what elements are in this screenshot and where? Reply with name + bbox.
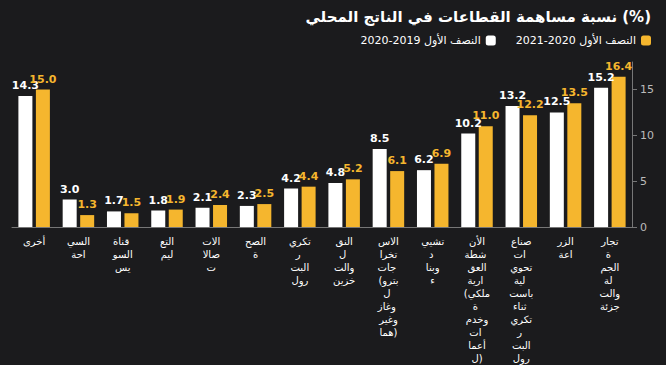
svg-text:6.9: 6.9 (432, 147, 452, 160)
svg-text:تحوي: تحوي (510, 262, 532, 274)
svg-text:3.0: 3.0 (60, 183, 80, 196)
svg-text:وخدم: وخدم (466, 314, 489, 326)
svg-text:الزر: الزر (556, 236, 573, 247)
svg-text:البت: البت (512, 340, 531, 351)
svg-text:ة: ة (253, 249, 258, 260)
svg-text:ثناء: ثناء (513, 301, 530, 312)
svg-text:1.8: 1.8 (148, 193, 168, 207)
svg-text:ر: ر (516, 327, 525, 338)
svg-text:1.7: 1.7 (104, 194, 124, 208)
svg-text:التع: التع (160, 236, 174, 248)
svg-text:تشيي: تشيي (421, 236, 444, 248)
svg-text:ات: ات (514, 249, 529, 260)
svg-text:ة: ة (606, 249, 614, 260)
svg-text:ر: ر (295, 249, 304, 260)
svg-text:البت: البت (291, 262, 310, 273)
svg-text:باست: باست (509, 288, 533, 299)
svg-text:جات: جات (378, 262, 400, 273)
svg-text:8.5: 8.5 (370, 132, 390, 145)
svg-text:2.1: 2.1 (192, 190, 213, 204)
svg-text:ليم: ليم (161, 249, 174, 261)
svg-text:قناة: قناة (113, 236, 132, 247)
svg-text:4.8: 4.8 (325, 166, 346, 179)
svg-text:ل): ل) (471, 353, 482, 364)
svg-text:والت: والت (334, 262, 355, 274)
svg-text:نسبة مساهمة القطاعات في الناتج: نسبة مساهمة القطاعات في الناتج المحلي (%… (305, 8, 651, 26)
svg-text:ة: ة (473, 301, 481, 312)
svg-text:(بترو: (بترو (378, 275, 398, 287)
svg-text:جزئة: جزئة (600, 301, 620, 312)
svg-text:ات: ات (469, 327, 484, 338)
svg-text:1.5: 1.5 (122, 196, 142, 209)
svg-text:الصح: الصح (245, 236, 266, 248)
svg-text:وغير: وغير (378, 314, 398, 326)
svg-text:رول: رول (291, 275, 308, 287)
svg-text:د: د (429, 249, 437, 260)
svg-text:أخرى: أخرى (23, 235, 46, 247)
svg-text:احة: احة (71, 249, 85, 260)
svg-text:2.3: 2.3 (237, 188, 257, 202)
svg-text:السي: السي (67, 236, 90, 248)
svg-text:0: 0 (640, 221, 647, 234)
svg-text:العق: العق (468, 262, 487, 273)
svg-text:14.3: 14.3 (11, 78, 39, 92)
svg-text:لة: لة (604, 275, 616, 286)
svg-text:12.5: 12.5 (543, 95, 571, 109)
svg-text:12.2: 12.2 (516, 98, 543, 111)
svg-text:ارية: ارية (468, 275, 487, 286)
svg-text:خزين: خزين (333, 275, 355, 286)
svg-text:1.9: 1.9 (166, 193, 186, 206)
svg-text:هما): هما) (379, 327, 397, 338)
svg-text:صالا: صالا (203, 249, 220, 260)
svg-text:4.4: 4.4 (299, 170, 319, 183)
svg-text:ل: ل (383, 288, 393, 299)
svg-text:2.4: 2.4 (210, 188, 230, 201)
svg-text:النق: النق (336, 236, 353, 247)
svg-text:4.2: 4.2 (281, 171, 301, 185)
svg-text:13.2: 13.2 (499, 89, 527, 102)
svg-text:والت: والت (600, 288, 621, 300)
svg-text:الأن: الأن (469, 235, 485, 247)
svg-text:تكري: تكري (289, 236, 311, 248)
svg-text:النصف الأول 2019-2020: النصف الأول 2019-2020 (360, 33, 480, 47)
svg-text:الات: الات (202, 236, 220, 247)
svg-text:اعة: اعة (559, 249, 573, 260)
svg-text:15.0: 15.0 (29, 73, 56, 86)
svg-text:أعما: أعما (468, 339, 486, 351)
svg-text:15.2: 15.2 (587, 70, 615, 84)
svg-text:صناع: صناع (511, 236, 532, 248)
svg-text:5.2: 5.2 (343, 162, 363, 175)
svg-text:ء: ء (430, 275, 435, 286)
svg-text:ت: ت (207, 262, 216, 273)
svg-text:2.5: 2.5 (255, 187, 275, 200)
svg-text:ل: ل (339, 249, 349, 260)
svg-text:وغاز: وغاز (377, 301, 399, 313)
svg-text:16.4: 16.4 (605, 60, 632, 73)
svg-text:15: 15 (640, 83, 654, 96)
svg-text:(ملكي: (ملكي (464, 288, 490, 300)
svg-text:تجار: تجار (600, 236, 618, 247)
svg-text:رول: رول (513, 353, 530, 365)
svg-text:لية: لية (514, 275, 529, 286)
svg-text:وبنا: وبنا (426, 262, 440, 274)
svg-text:النصف الأول 2020-2021: النصف الأول 2020-2021 (516, 33, 636, 47)
svg-text:الاس: الاس (378, 236, 399, 247)
svg-text:1.3: 1.3 (77, 198, 97, 211)
svg-text:يس: يس (115, 262, 131, 273)
svg-text:تكري: تكري (510, 314, 532, 326)
svg-text:الجم: الجم (600, 262, 619, 274)
svg-text:5: 5 (640, 175, 647, 188)
svg-text:10: 10 (640, 129, 654, 142)
svg-text:6.2: 6.2 (414, 153, 434, 167)
svg-text:13.5: 13.5 (561, 86, 588, 99)
svg-text:10.2: 10.2 (454, 116, 482, 130)
svg-text:11.0: 11.0 (472, 109, 499, 122)
svg-text:تخرا: تخرا (380, 249, 398, 260)
svg-text:شطة: شطة (464, 249, 489, 260)
svg-text:6.1: 6.1 (387, 154, 407, 167)
svg-text:السو: السو (112, 249, 133, 260)
